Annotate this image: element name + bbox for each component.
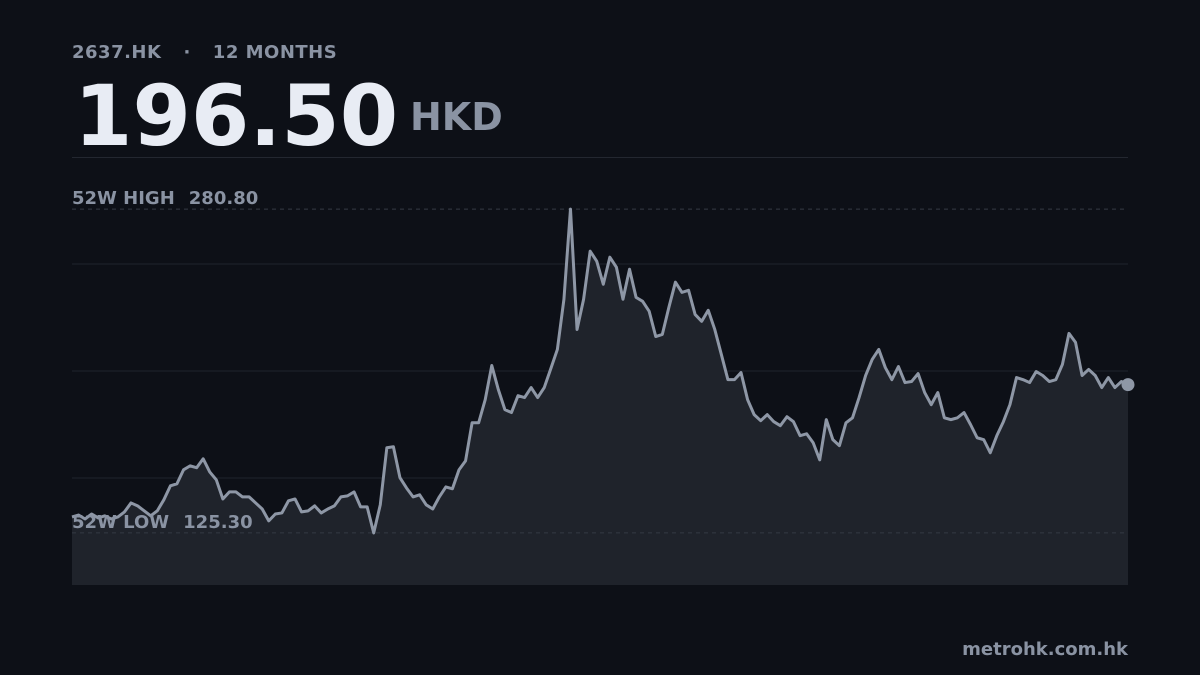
- high-label: 52W HIGH 280.80: [72, 188, 258, 209]
- plot: [71, 207, 1135, 585]
- high-value: 280.80: [189, 188, 258, 209]
- source: metrohk.com.hk: [962, 639, 1129, 660]
- currency: HKD: [410, 95, 503, 139]
- low-value: 125.30: [183, 512, 252, 533]
- ticker: 2637.HK: [72, 42, 162, 63]
- separator: ·: [183, 42, 190, 63]
- area: [72, 209, 1128, 585]
- header-line: 2637.HK · 12 MONTHS: [72, 42, 337, 63]
- line: [71, 207, 1129, 535]
- low-name: 52W LOW: [72, 512, 169, 533]
- last-point: [1121, 378, 1135, 392]
- high-name: 52W HIGH: [72, 188, 175, 209]
- period: 12 MONTHS: [213, 42, 337, 63]
- low-label: 52W LOW 125.30: [72, 512, 253, 533]
- price: 196.50: [74, 67, 398, 165]
